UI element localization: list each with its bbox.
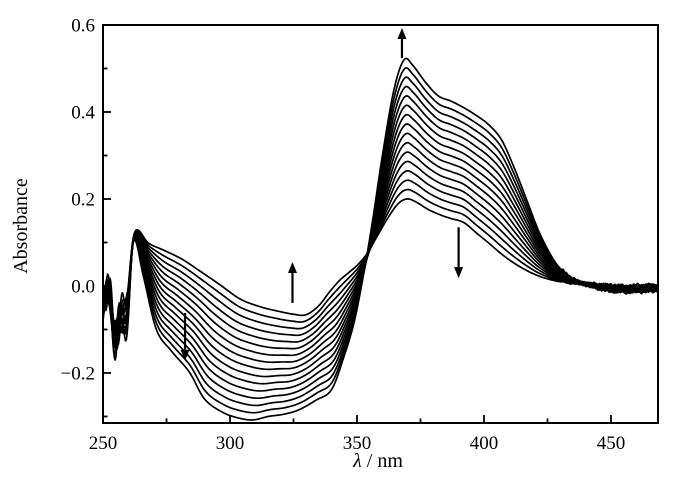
up-arrow-325nm — [287, 262, 297, 274]
down-arrow-282nm — [180, 349, 190, 361]
y-tick-label: 0.6 — [71, 16, 95, 37]
x-tick-label: 400 — [470, 433, 499, 454]
y-tick-label: 0.2 — [71, 189, 95, 210]
x-tick-label: 300 — [216, 433, 245, 454]
spectrum-curve-10 — [102, 104, 659, 385]
plot-frame — [102, 24, 659, 424]
x-tick-label: 450 — [597, 433, 626, 454]
axis-ticks — [102, 24, 612, 423]
y-tick-label: 0.4 — [71, 102, 95, 123]
spectrum-curve-15 — [102, 57, 659, 421]
y-tick-label: 0.0 — [71, 276, 95, 297]
spectrum-curve-9 — [102, 113, 659, 378]
up-arrow-368nm — [397, 28, 407, 40]
y-axis-title: Absorbance — [10, 178, 32, 274]
y-tick-label: −0.2 — [61, 363, 95, 384]
x-axis-title: λ / nm — [352, 450, 403, 472]
spectra-curves — [102, 57, 659, 421]
down-arrow-390nm — [454, 267, 464, 279]
annotation-arrows — [180, 28, 464, 361]
x-tick-label: 250 — [89, 433, 118, 454]
spectrum-curve-14 — [102, 66, 659, 414]
x-tick-label: 350 — [343, 433, 372, 454]
